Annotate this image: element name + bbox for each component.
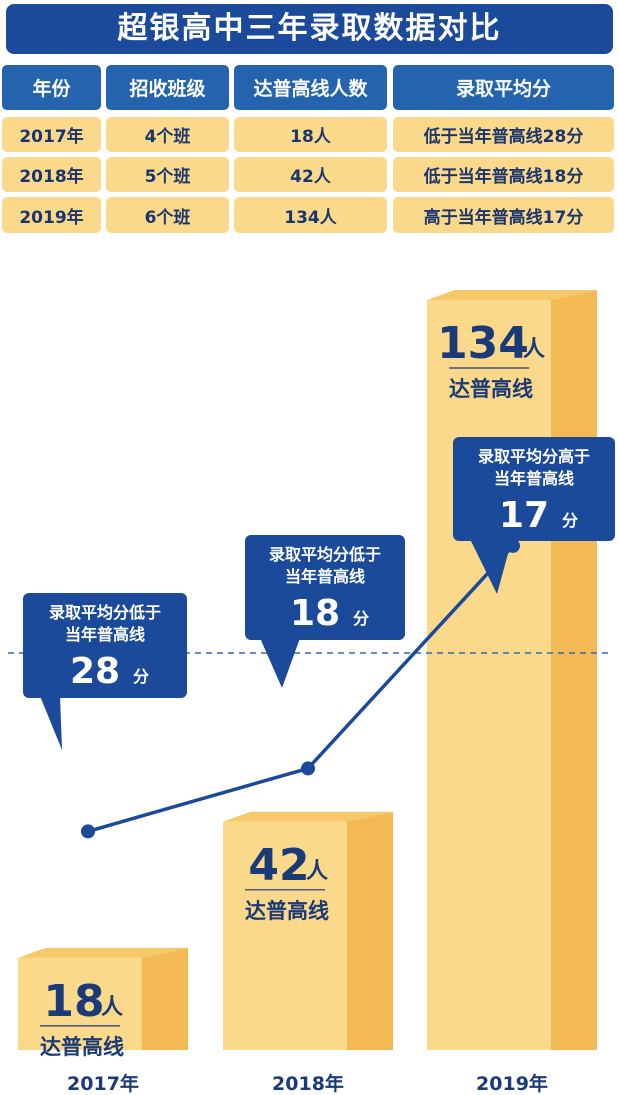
table-header-cell: 达普高线人数 — [234, 65, 387, 110]
callout-line1: 录取平均分低于 — [269, 545, 381, 564]
callout-line1: 录取平均分低于 — [49, 603, 161, 622]
callout-unit: 分 — [133, 667, 149, 686]
x-tick-label: 2019年 — [476, 1072, 548, 1095]
callout-unit: 分 — [353, 609, 369, 628]
table-cell: 18人 — [234, 117, 387, 152]
table-cell: 2019年 — [2, 197, 101, 233]
table-cell: 2018年 — [2, 157, 101, 192]
bar — [427, 300, 551, 1050]
bar-unit-label: 人 — [523, 337, 545, 362]
table-header-cell: 招收班级 — [106, 65, 229, 110]
line-point — [81, 824, 95, 839]
bar-value-label: 18 — [43, 976, 104, 1027]
bar-sublabel: 达普高线 — [449, 377, 533, 401]
bar-value-label: 42 — [248, 840, 309, 891]
bar-sublabel: 达普高线 — [40, 1035, 124, 1059]
table-cell: 低于当年普高线18分 — [393, 157, 614, 192]
bar-top — [223, 811, 393, 822]
callout-pointer — [40, 696, 62, 750]
callout-value: 18 — [290, 593, 340, 634]
bar-side — [347, 811, 393, 1050]
callout-pointer — [470, 539, 512, 594]
bar-unit-label: 人 — [306, 859, 328, 884]
callout-pointer — [260, 638, 300, 688]
chart-area: 18人达普高线2017年42人达普高线2018年134人达普高线2019年录取平… — [8, 290, 615, 1095]
callout-line1: 录取平均分高于 — [478, 447, 590, 466]
line-point — [301, 761, 315, 776]
table-cell: 134人 — [234, 197, 387, 233]
bar-value-label: 134 — [437, 318, 529, 369]
bar — [18, 957, 142, 1050]
callout-line2: 当年普高线 — [494, 469, 574, 488]
table-cell: 高于当年普高线17分 — [393, 197, 614, 233]
callout-box — [23, 593, 187, 698]
chart-title: 超银高中三年录取数据对比 — [6, 4, 613, 54]
table-cell: 5个班 — [106, 157, 229, 192]
bar-top — [18, 947, 188, 958]
callout-box — [453, 437, 615, 541]
table-cell: 2017年 — [2, 117, 101, 152]
table-cell: 4个班 — [106, 117, 229, 152]
table-cell: 低于当年普高线28分 — [393, 117, 614, 152]
bar — [223, 821, 347, 1050]
callout-line2: 当年普高线 — [65, 625, 145, 644]
table-cell: 42人 — [234, 157, 387, 192]
bar-sublabel: 达普高线 — [245, 899, 329, 923]
bar-top — [427, 290, 597, 300]
callout-value: 17 — [499, 495, 549, 536]
x-tick-label: 2018年 — [272, 1072, 344, 1095]
bar-side — [142, 947, 188, 1050]
callout-value: 28 — [70, 651, 120, 692]
bar-side — [551, 290, 597, 1050]
table-cell: 6个班 — [106, 197, 229, 233]
x-tick-label: 2017年 — [67, 1072, 139, 1095]
callout-line2: 当年普高线 — [285, 567, 365, 586]
callout-box — [245, 535, 405, 640]
table-header-cell: 录取平均分 — [393, 65, 614, 110]
table-header-cell: 年份 — [2, 65, 101, 110]
bar-unit-label: 人 — [101, 995, 123, 1020]
callout-unit: 分 — [562, 511, 578, 530]
